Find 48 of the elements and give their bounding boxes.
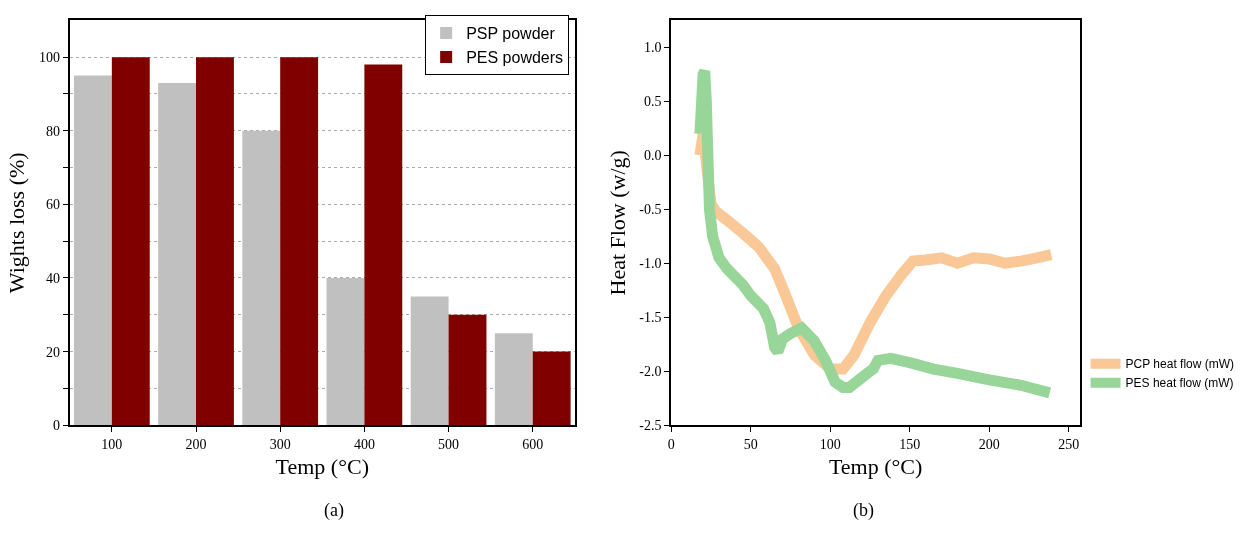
legend-label: PES heat flow (mW) [1125, 376, 1234, 391]
y-tick-label: -1.5 [639, 310, 662, 326]
y-tick-label: 60 [45, 197, 60, 213]
y-tick-label: 0.0 [644, 148, 662, 164]
x-tick-label: 200 [978, 437, 1000, 452]
y-tick-label: 0.5 [644, 94, 662, 110]
x-tick-label: 500 [438, 437, 460, 452]
bar [410, 296, 449, 426]
y-axis-title: Wights loss (%) [4, 152, 30, 294]
text: (b) [853, 500, 874, 521]
y-tick-label: -1.0 [639, 256, 662, 272]
x-axis-title: Temp (°C) [828, 454, 923, 480]
bar [532, 351, 571, 426]
bar [280, 57, 319, 426]
legend-label: PCP heat flow (mW) [1125, 357, 1235, 372]
bar [494, 333, 533, 426]
bar [242, 130, 281, 426]
x-tick-label: 150 [899, 437, 921, 452]
bar [326, 277, 365, 426]
bar [158, 82, 197, 426]
bar [364, 64, 403, 426]
text: (a) [324, 500, 344, 521]
y-tick-label: 1.0 [644, 40, 662, 56]
y-tick-label: -2.5 [639, 418, 662, 434]
x-tick-label: 100 [101, 437, 123, 452]
x-tick-label: 200 [185, 437, 207, 452]
legend-label: PSP powder [466, 25, 556, 43]
x-tick-label: 300 [269, 437, 291, 452]
x-tick-label: 600 [522, 437, 544, 452]
x-tick-label: 100 [819, 437, 841, 452]
x-tick-label: 250 [1058, 437, 1080, 452]
y-tick-label: 100 [38, 50, 60, 66]
y-tick-label: -2.0 [639, 364, 662, 380]
y-tick-label: 0 [52, 418, 60, 434]
bar [73, 75, 112, 426]
x-axis-title: Temp (°C) [275, 454, 369, 480]
bar [111, 57, 150, 426]
y-tick-label: 80 [45, 123, 60, 139]
bar [448, 314, 487, 426]
y-tick-label: -0.5 [639, 202, 662, 218]
x-tick-label: 400 [353, 437, 375, 452]
legend-label: PES powders [466, 49, 564, 67]
y-tick-label: 20 [45, 344, 60, 360]
bar [196, 57, 234, 426]
y-tick-label: 40 [45, 270, 60, 286]
x-tick-label: 0 [667, 437, 675, 452]
x-tick-label: 50 [743, 437, 758, 452]
y-axis-title: Heat Flow (w/g) [604, 150, 630, 296]
